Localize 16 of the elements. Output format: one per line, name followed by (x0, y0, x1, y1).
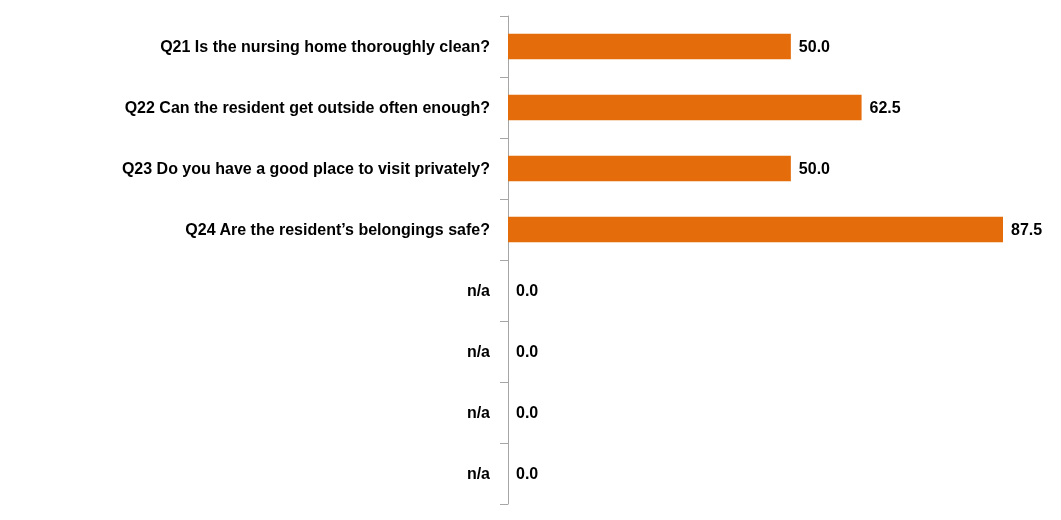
data-label: 0.0 (516, 404, 539, 421)
data-label: 87.5 (1011, 221, 1043, 238)
y-tick-label: n/a (466, 404, 491, 421)
y-tick-label: Q22 Can the resident get outside often enough? (124, 99, 490, 116)
data-label: 0.0 (516, 343, 539, 360)
y-tick-label: Q24 Are the resident’s belongings safe? (185, 221, 490, 238)
y-tick-label: n/a (466, 282, 491, 299)
y-tick-label: n/a (466, 465, 491, 482)
y-tick-label: n/a (466, 343, 491, 360)
y-tick-label: Q23 Do you have a good place to visit privately? (121, 160, 490, 177)
data-label: 50.0 (798, 38, 831, 55)
data-label: 62.5 (869, 99, 901, 116)
y-tick-label: Q21 Is the nursing home thoroughly clean? (160, 38, 490, 55)
data-label: 0.0 (516, 282, 539, 299)
data-label: 50.0 (798, 160, 831, 177)
data-label: 0.0 (516, 465, 539, 482)
